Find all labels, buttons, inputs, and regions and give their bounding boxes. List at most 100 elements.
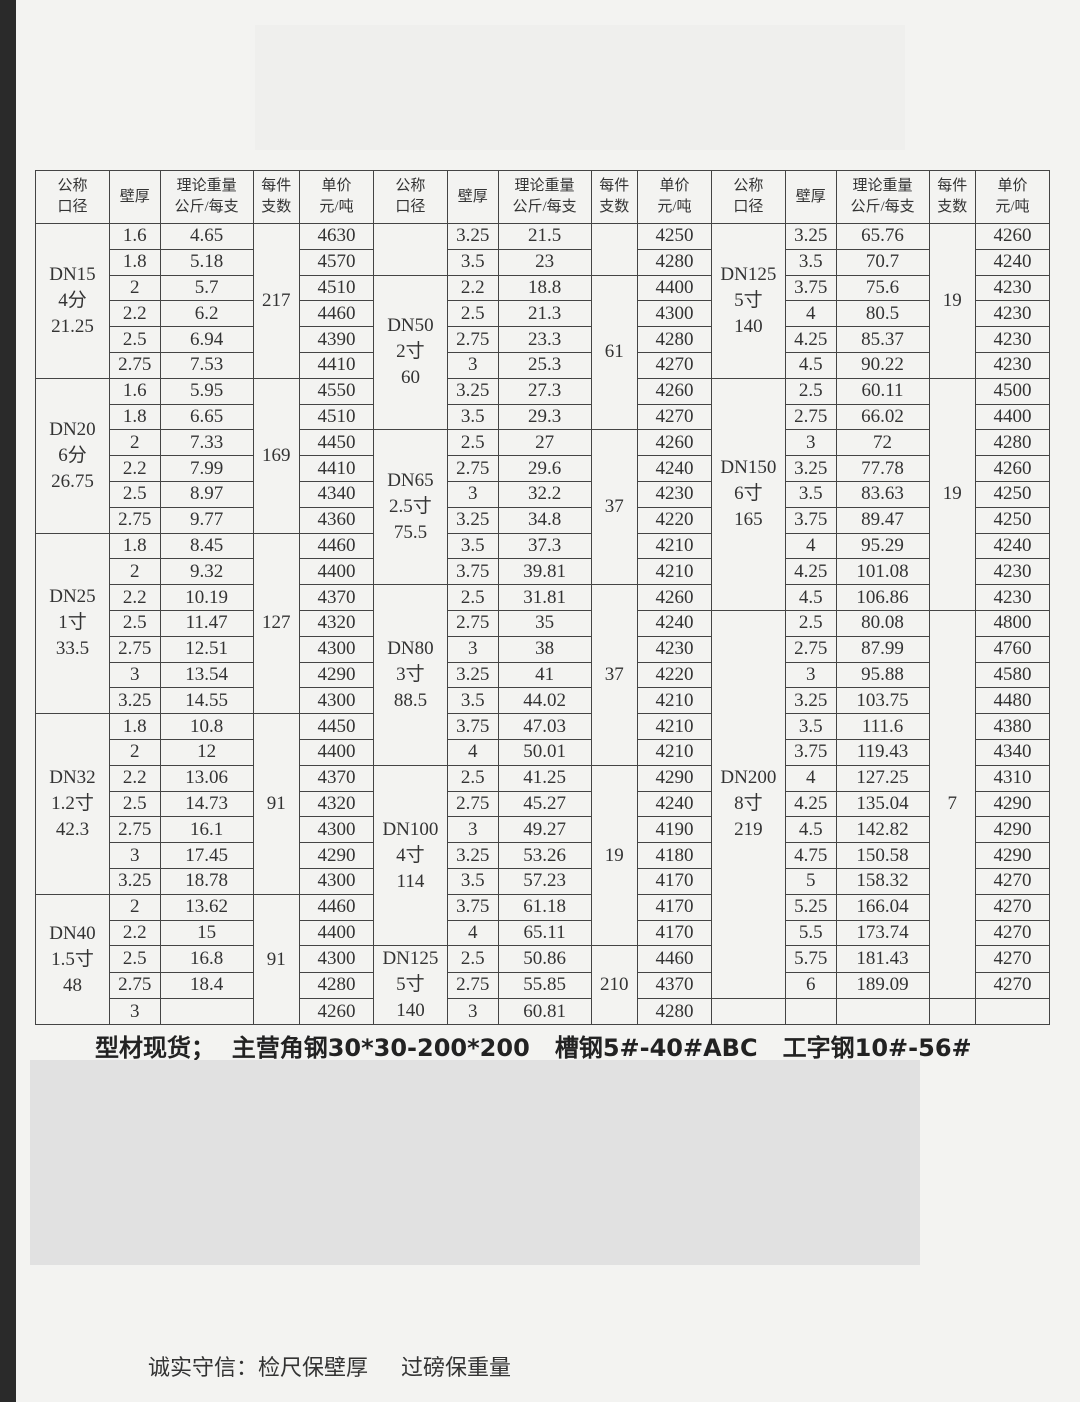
weight-cell: 18.4 xyxy=(159,971,254,999)
empty-cell xyxy=(928,997,976,1026)
wall-cell: 3.75 xyxy=(446,558,499,586)
weight-cell: 7.33 xyxy=(159,429,254,457)
wall-cell: 3.75 xyxy=(784,274,837,302)
size-text: DN80 xyxy=(387,637,434,659)
weight-cell: 44.02 xyxy=(497,687,592,715)
wall-cell: 5 xyxy=(784,867,837,895)
weight-cell: 6.94 xyxy=(159,326,254,353)
header-text: 支数 xyxy=(599,199,630,215)
weight-cell: 14.55 xyxy=(159,687,254,715)
weight-cell: 12 xyxy=(159,738,254,766)
price-cell: 4570 xyxy=(299,248,374,276)
weight-cell: 106.86 xyxy=(835,584,930,611)
table-row: 3 17.45 4290 3.25 53.26 4180 4.75 150.58 4290 xyxy=(36,842,1051,869)
table-row: DN32 1.2寸 42.3 1.8 10.8 91 4450 3.75 47.03 4210 3.… xyxy=(35,713,1051,895)
size-text: 114 xyxy=(396,870,425,892)
price-cell: 4170 xyxy=(637,919,712,947)
header-cell: 公称 口径 xyxy=(35,170,110,224)
price-cell: 4410 xyxy=(299,455,374,482)
weight-cell: 50.01 xyxy=(497,738,592,766)
price-cell: 4230 xyxy=(974,558,1051,586)
size-text: DN40 xyxy=(49,922,96,944)
header-cell: 每件 支数 xyxy=(252,170,301,224)
size-text: 5寸 xyxy=(734,289,763,311)
redacted-area xyxy=(30,1060,920,1265)
wall-cell: 2 xyxy=(108,893,161,921)
wall-cell: 3.25 xyxy=(784,455,837,482)
header-text: 壁厚 xyxy=(119,188,150,205)
price-cell: 4230 xyxy=(974,300,1051,328)
price-cell: 4760 xyxy=(974,635,1051,663)
table-row: 2.75 16.1 4300 3 49.27 4190 4.5 142.82 4290 xyxy=(36,816,1051,844)
price-cell: 4290 xyxy=(974,790,1051,818)
wall-cell: 4.25 xyxy=(784,790,837,818)
header-cell: 壁厚 xyxy=(446,170,499,224)
price-cell: 4260 xyxy=(974,223,1051,250)
weight-cell: 53.26 xyxy=(497,842,592,869)
price-cell: 4240 xyxy=(637,455,712,482)
wall-cell: 3.5 xyxy=(784,713,837,740)
weight-cell: 13.62 xyxy=(159,893,254,921)
wall-cell: 2.5 xyxy=(446,300,499,328)
weight-cell: 37.3 xyxy=(497,532,592,560)
price-cell: 4290 xyxy=(637,764,712,792)
size-text: 26.75 xyxy=(51,470,94,492)
price-cell: 4380 xyxy=(974,713,1051,740)
weight-cell: 5.18 xyxy=(159,248,254,276)
wall-cell: 4.25 xyxy=(784,558,837,586)
table-row: 3 13.54 4290 3.25 41 4220 3 95.88 4580 xyxy=(36,661,1051,689)
size-text: 1.2寸 xyxy=(51,792,94,814)
weight-cell: 50.86 xyxy=(497,945,592,973)
pieces-cell: 19 xyxy=(590,764,639,947)
wall-cell: 5.75 xyxy=(784,945,837,973)
price-cell: 4270 xyxy=(637,351,712,379)
pieces-cell: 7 xyxy=(928,609,976,999)
header-text: 公称 xyxy=(395,178,426,194)
header-text: 单价 xyxy=(321,178,352,194)
weight-cell: 16.1 xyxy=(159,816,254,844)
wall-cell: 2 xyxy=(108,738,161,766)
wall-cell: 2.2 xyxy=(446,274,499,302)
price-cell: 4410 xyxy=(299,351,374,379)
wall-cell: 3.25 xyxy=(446,223,499,250)
weight-cell: 47.03 xyxy=(497,713,592,740)
weight-cell: 57.23 xyxy=(497,867,592,895)
empty-cell xyxy=(835,997,930,1026)
table-row: 2.75 12.51 4300 3 38 4230 2.75 87.99 4760 xyxy=(36,635,1051,663)
wall-cell: 2 xyxy=(108,558,161,586)
price-cell: 4210 xyxy=(637,738,712,766)
table-row: 2 12 4400 4 50.01 4210 3.75 119.43 4340 xyxy=(36,738,1051,766)
price-cell: 4270 xyxy=(974,945,1051,973)
weight-cell: 29.3 xyxy=(497,403,592,431)
weight-cell: 9.32 xyxy=(159,558,254,586)
notice: 型材现货； 主营角钢30*30-200*200 槽钢5#-40#ABC 工字钢1… xyxy=(95,1034,972,1062)
size-text: 3寸 xyxy=(396,663,425,685)
wall-cell: 4.25 xyxy=(784,326,837,353)
size-text: 48 xyxy=(62,974,82,996)
size-text: DN20 xyxy=(49,418,96,440)
weight-cell: 23 xyxy=(497,248,592,276)
table-row: 2.5 11.47 4320 2.75 35 4240 DN200 8寸 219 2.5 80.08… xyxy=(36,609,1051,999)
price-cell: 4390 xyxy=(299,326,374,353)
wall-cell: 2.75 xyxy=(108,351,161,379)
weight-cell: 17.45 xyxy=(159,842,254,869)
wall-cell: 4.5 xyxy=(784,816,837,844)
size-text: DN125 xyxy=(382,948,439,970)
price-cell: 4230 xyxy=(637,480,712,508)
weight-cell: 127.25 xyxy=(835,764,930,792)
weight-cell: 95.88 xyxy=(835,661,930,689)
weight-cell: 12.51 xyxy=(159,635,254,663)
redacted-area xyxy=(255,25,905,150)
size-cell: DN40 1.5寸 48 xyxy=(35,893,110,1026)
weight-cell: 6.2 xyxy=(159,300,254,328)
size-text: 4寸 xyxy=(396,844,425,866)
price-cell: 4280 xyxy=(637,326,712,353)
wall-cell: 3.5 xyxy=(784,248,837,276)
price-cell: 4300 xyxy=(299,945,374,973)
weight-cell: 32.2 xyxy=(497,480,592,508)
wall-cell: 3.25 xyxy=(784,223,837,250)
size-text: 33.5 xyxy=(55,638,90,660)
wall-cell: 4 xyxy=(784,764,837,792)
header-cell: 单价 元/吨 xyxy=(637,170,712,224)
wall-cell: 3 xyxy=(108,997,161,1026)
